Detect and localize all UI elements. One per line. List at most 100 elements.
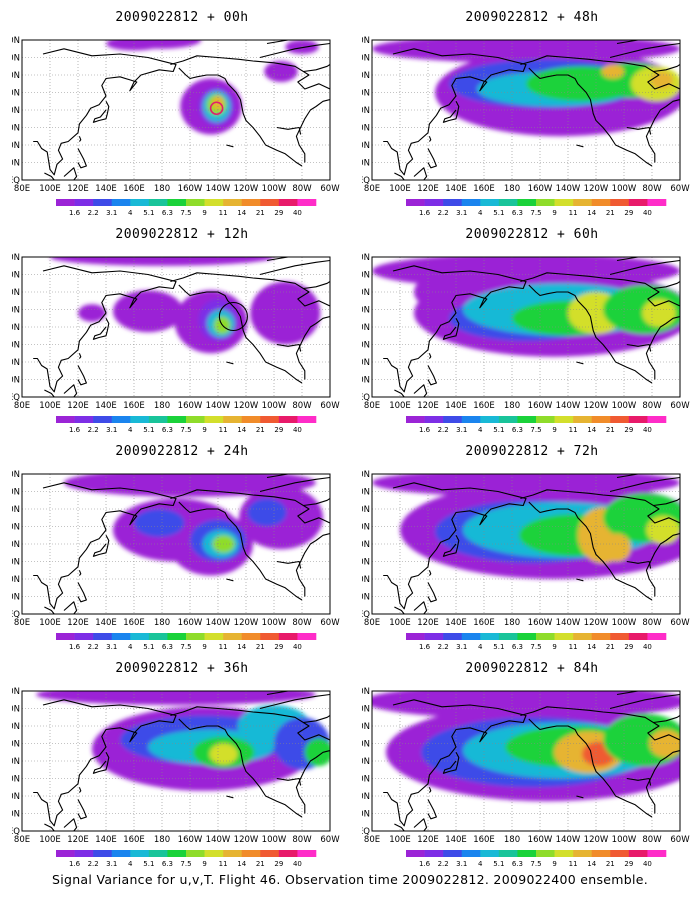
colorbar-swatch: [204, 199, 224, 206]
x-tick-label: 160W: [528, 835, 553, 845]
x-tick-label: 140E: [95, 184, 117, 194]
colorbar-label: 14: [237, 643, 246, 651]
coastline: [44, 823, 55, 831]
y-tick-label: 50N: [12, 523, 20, 533]
coastline: [626, 343, 652, 352]
coastlines: [383, 40, 680, 180]
colorbar-label: 2.2: [88, 209, 99, 217]
y-tick-label: 30N: [362, 124, 370, 134]
coastline: [427, 365, 437, 386]
map-panel: 80E 100E 120E 140E 160E 180 160W 140W 120W 100W 80…: [362, 655, 700, 870]
coastline: [303, 715, 330, 724]
colorbar-swatch: [278, 850, 298, 857]
colorbar-swatch: [297, 416, 317, 423]
colorbar-swatch: [241, 633, 261, 640]
colorbar: 1.6 2.2 3.1 4 5.1 6.3 7.5 9 11 14 21 29 40: [406, 633, 667, 651]
coastline: [303, 281, 330, 290]
colorbar-label: 5.1: [493, 860, 504, 868]
colorbar-label: 3.1: [106, 860, 117, 868]
colorbar-label: 29: [624, 860, 633, 868]
x-tick-label: 60W: [320, 401, 340, 411]
colorbar-swatch: [260, 850, 280, 857]
coastline: [259, 42, 330, 59]
colorbar-label: 7.5: [180, 209, 191, 217]
colorbar-label: 29: [624, 643, 633, 651]
colorbar-label: 14: [237, 426, 246, 434]
x-tick-label: 120W: [584, 835, 609, 845]
colorbar-label: 6.3: [512, 860, 523, 868]
y-tick-label: 10N: [362, 376, 370, 386]
colorbar-swatch: [480, 850, 500, 857]
colorbar-swatch: [74, 633, 94, 640]
colorbar-label: 3.1: [106, 209, 117, 217]
colorbar-label: 2.2: [88, 426, 99, 434]
colorbar-label: 29: [274, 643, 283, 651]
colorbar-swatch: [647, 633, 667, 640]
coastlines: [33, 40, 330, 180]
colorbar-label: 9: [552, 643, 556, 651]
coastline: [78, 787, 82, 793]
coastline: [609, 476, 680, 493]
coastline: [44, 606, 55, 614]
y-tick-label: 20N: [362, 575, 370, 585]
x-tick-label: 60W: [670, 401, 690, 411]
y-tick-label: 10N: [362, 159, 370, 169]
coastline: [626, 560, 652, 569]
coastline: [442, 535, 460, 557]
colorbar-swatch: [610, 633, 630, 640]
y-tick-label: 60N: [362, 505, 370, 515]
x-tick-label: 120W: [234, 401, 259, 411]
coastline: [178, 284, 303, 384]
coastlines: [383, 691, 680, 831]
colorbar-label: 5.1: [143, 643, 154, 651]
coastline: [33, 265, 177, 393]
coastline: [427, 799, 437, 820]
colorbar-label: 14: [587, 643, 596, 651]
colorbar-swatch: [517, 416, 537, 423]
y-tick-label: 30N: [12, 558, 20, 568]
colorbar-label: 4: [478, 209, 483, 217]
coastline: [528, 501, 653, 601]
variance-contour: [601, 64, 624, 79]
y-tick-label: 20N: [362, 792, 370, 802]
y-tick-label: 40N: [362, 540, 370, 550]
colorbar-swatch: [536, 416, 555, 423]
coastline: [77, 799, 87, 820]
colorbar-swatch: [111, 416, 131, 423]
colorbar-swatch: [223, 633, 243, 640]
coastline: [276, 560, 302, 569]
coastline: [616, 474, 666, 479]
coastline: [33, 482, 177, 610]
x-tick-label: 80W: [292, 835, 312, 845]
coastline: [276, 126, 302, 135]
colorbar-label: 9: [202, 860, 206, 868]
coastline: [442, 752, 460, 774]
x-tick-label: 140W: [206, 184, 231, 194]
x-tick-label: 180: [504, 835, 520, 845]
x-tick-label: 180: [504, 618, 520, 628]
colorbar-swatch: [223, 199, 243, 206]
variance-contour: [64, 474, 316, 497]
colorbar-label: 7.5: [530, 643, 541, 651]
colorbar-label: 2.2: [88, 860, 99, 868]
y-tick-label: 10N: [362, 593, 370, 603]
colorbar-swatch: [517, 850, 537, 857]
y-tick-label: EQ: [12, 610, 20, 620]
colorbar-swatch: [186, 850, 205, 857]
colorbar-label: 3.1: [456, 643, 467, 651]
colorbar-label: 3.1: [106, 643, 117, 651]
colorbar-label: 2.2: [438, 643, 449, 651]
coastline: [653, 715, 680, 724]
colorbar-swatch: [223, 850, 243, 857]
colorbar-swatch: [297, 850, 317, 857]
colorbar-swatch: [148, 850, 168, 857]
y-tick-label: 40N: [362, 323, 370, 333]
map-canvas: 80E 100E 120E 140E 160E 180 160W 140W 120W 100W 80…: [362, 253, 690, 434]
x-tick-label: 120E: [417, 618, 439, 628]
coastline: [394, 823, 405, 831]
map-panel: 80E 100E 120E 140E 160E 180 160W 140W 120W 100W 80…: [12, 438, 352, 653]
coastline: [77, 582, 87, 603]
coastline: [295, 315, 330, 380]
coastline: [528, 718, 653, 818]
map-canvas: 80E 100E 120E 140E 160E 180 160W 140W 120W 100W 80…: [12, 470, 340, 651]
